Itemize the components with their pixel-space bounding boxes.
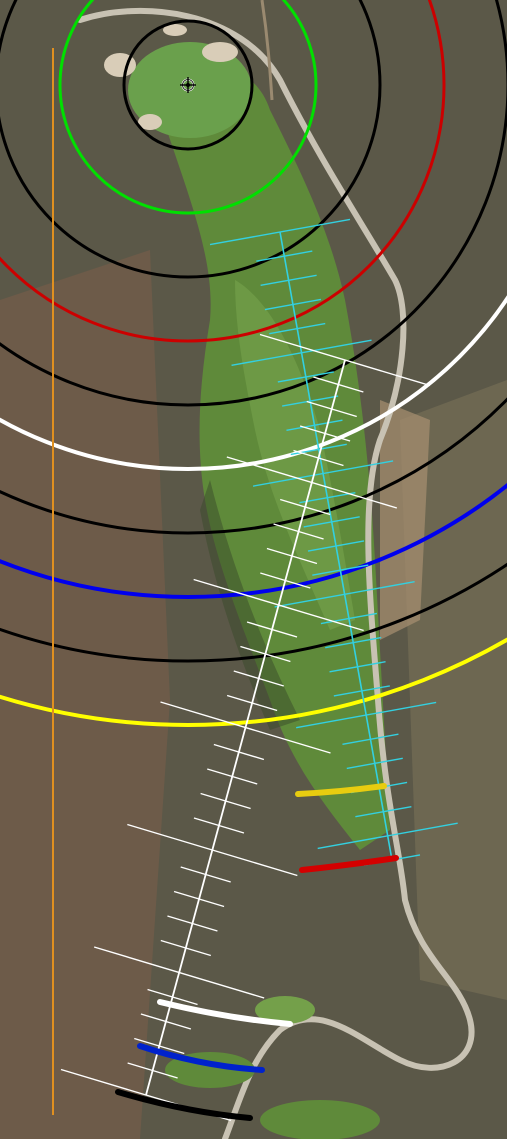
cyan-tick	[355, 805, 412, 818]
white-tick	[313, 376, 364, 393]
cyan-tick	[209, 218, 351, 246]
bunker-top-right	[202, 42, 238, 62]
white-tick	[260, 572, 311, 589]
white-tick	[200, 792, 251, 810]
distance-ring	[0, 294, 507, 471]
cyan-tick	[312, 564, 369, 576]
bunker-back	[163, 24, 187, 36]
white-tick	[93, 946, 265, 999]
measure-lines	[52, 48, 458, 1122]
cyan-tick	[286, 419, 343, 431]
cyan-tick	[282, 395, 339, 407]
white-tick	[193, 817, 245, 834]
cyan-tick	[256, 250, 313, 262]
cyan-tick	[264, 298, 322, 311]
cyan-tick	[231, 339, 372, 367]
cyan-tick	[320, 612, 378, 625]
white-tick	[213, 743, 265, 761]
cyan-tick	[307, 540, 365, 552]
cart-path	[77, 7, 475, 1139]
cyan-tick	[252, 460, 394, 487]
distance-ring	[0, 0, 382, 279]
cyan-tick	[325, 636, 382, 649]
yellow-tee-marker	[295, 783, 387, 797]
pin-marker[interactable]	[180, 77, 196, 93]
distance-ring	[122, 19, 254, 151]
white-tick	[127, 823, 298, 877]
distance-ring	[0, 397, 507, 535]
sand-wash-right	[400, 380, 507, 1000]
white-tick	[299, 425, 351, 442]
desert-left	[0, 250, 170, 1139]
white-tick	[279, 498, 331, 516]
white-tick	[173, 890, 225, 908]
white-tick	[266, 547, 318, 565]
black-tee-marker	[115, 1089, 253, 1121]
distance-ring	[0, 0, 507, 407]
distance-ring	[58, 0, 318, 215]
red-tee-marker	[299, 855, 399, 873]
white-tick	[147, 988, 198, 1006]
white-tick	[293, 449, 344, 467]
cyan-tick	[333, 685, 390, 697]
distance-ring	[0, 0, 446, 343]
white-tick	[259, 333, 431, 387]
cyan-tick	[296, 701, 437, 729]
white-tick	[127, 1062, 178, 1079]
white-tick	[160, 701, 331, 754]
white-tick	[140, 1013, 192, 1030]
cyan-tick	[329, 661, 386, 673]
white-tick	[246, 621, 298, 638]
distance-ring	[0, 562, 507, 663]
cyan-tick	[260, 274, 317, 287]
white-tick	[233, 670, 284, 687]
cyan-tick	[346, 757, 403, 770]
distance-rings	[0, 0, 507, 727]
white-tick	[160, 939, 212, 957]
blue-tee-marker	[137, 1043, 265, 1073]
white-tick	[226, 694, 278, 712]
distance-ring	[0, 637, 507, 727]
cyan-tick	[303, 516, 360, 528]
tee-markers	[115, 783, 399, 1121]
side-trail	[260, 0, 274, 101]
white-tick	[306, 400, 357, 418]
cyan-tick	[342, 733, 399, 745]
white-tick	[226, 456, 398, 509]
tree-line	[200, 480, 300, 730]
white-tick	[180, 866, 231, 883]
cyan-tick	[299, 491, 356, 504]
distance-ring	[0, 482, 507, 599]
white-tick	[134, 1037, 185, 1055]
white-tick	[167, 915, 218, 932]
bare-ground-patch	[380, 400, 430, 640]
white-tick	[207, 768, 258, 785]
white-tick	[240, 645, 291, 663]
cyan-tick	[277, 371, 334, 383]
white-tick	[193, 578, 364, 632]
white-tee-marker	[157, 999, 293, 1027]
flag-target-icon[interactable]	[180, 77, 196, 93]
bunker-front	[138, 114, 162, 130]
cyan-tick	[317, 822, 458, 850]
tee-box-3	[260, 1100, 380, 1139]
cyan-tick	[269, 322, 326, 335]
cyan-tick	[274, 581, 415, 608]
white-tick	[273, 523, 324, 540]
tee-box-1	[255, 996, 315, 1024]
